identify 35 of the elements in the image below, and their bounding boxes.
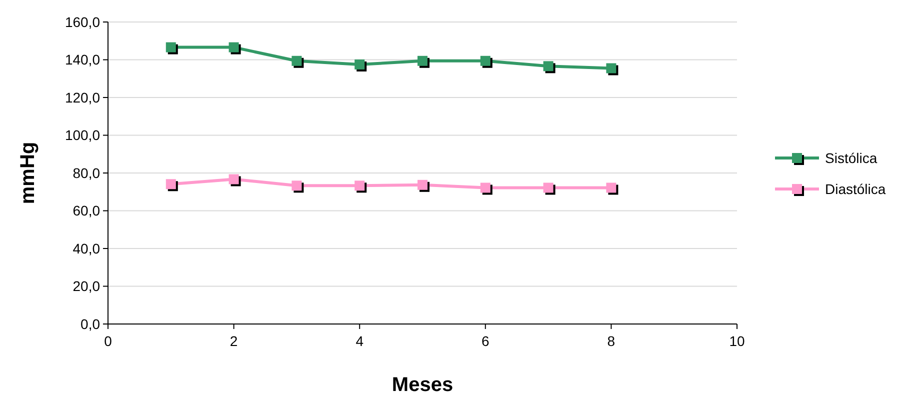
point — [606, 63, 616, 74]
point — [166, 179, 176, 190]
x-tick-label: 8 — [607, 333, 616, 349]
point — [354, 180, 365, 191]
x-tick-label: 4 — [356, 333, 364, 349]
y-tick-label: 80,0 — [72, 164, 100, 181]
point — [606, 182, 616, 193]
y-tick-label: 140,0 — [64, 52, 100, 68]
x-tick-label: 2 — [230, 333, 238, 349]
point — [480, 56, 490, 66]
x-tick-label: 10 — [729, 333, 745, 349]
y-tick-label: 60,0 — [72, 202, 100, 219]
legend-label: Sistólica — [825, 150, 878, 166]
point — [292, 56, 302, 66]
y-tick-label: 160,0 — [64, 14, 100, 30]
x-axis-title: Meses — [392, 374, 454, 396]
point — [480, 182, 490, 193]
point — [354, 59, 365, 70]
y-tick-label: 20,0 — [72, 278, 100, 294]
point — [292, 180, 302, 191]
point — [543, 182, 554, 193]
x-tick-label: 0 — [104, 333, 112, 349]
y-axis-title: mmHg — [17, 142, 39, 204]
y-tick-label: 120,0 — [64, 89, 100, 106]
point — [543, 61, 554, 72]
x-tick-label: 6 — [482, 333, 490, 349]
y-tick-label: 0,0 — [80, 316, 100, 332]
point — [166, 42, 176, 52]
y-tick-label: 40,0 — [72, 240, 100, 256]
point — [228, 42, 239, 52]
y-tick-label: 100,0 — [64, 127, 100, 144]
point — [228, 174, 239, 184]
point — [418, 56, 428, 66]
point — [418, 180, 428, 190]
legend-label: Diastólica — [825, 180, 886, 197]
